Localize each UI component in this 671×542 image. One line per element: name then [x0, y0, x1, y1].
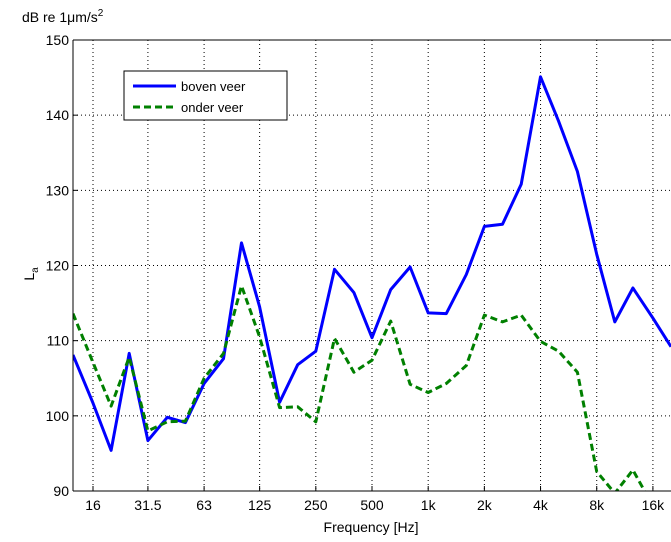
- legend: boven veer onder veer: [123, 70, 288, 121]
- series-line-boven-veer: [73, 75, 671, 452]
- y-tick-label: 110: [47, 333, 70, 349]
- x-tick-label: 250: [304, 497, 328, 513]
- y-tick-label: 130: [46, 182, 70, 198]
- x-tick-label: 125: [248, 497, 272, 513]
- x-tick-label: 16: [85, 497, 101, 513]
- x-tick-label: 8k: [589, 497, 605, 513]
- series-line-onder-veer: [73, 284, 647, 491]
- x-tick-label: 500: [360, 497, 384, 513]
- x-tick-label: 16k: [642, 497, 666, 513]
- y-axis-label: La: [21, 267, 41, 281]
- y-tick-label: 140: [46, 107, 70, 123]
- series-lines: [73, 75, 671, 491]
- tick-labels: 16 31.5 63 125 250 500 1k 2k 4k 8k 16k 90 100 110 120 1…: [46, 32, 666, 513]
- legend-box: [123, 70, 288, 121]
- x-tick-label: 2k: [477, 497, 493, 513]
- x-axis-label: Frequency [Hz]: [324, 519, 419, 535]
- y-tick-label: 90: [53, 483, 69, 499]
- unit-label: dB re 1μm/s2: [22, 8, 104, 25]
- x-tick-label: 1k: [421, 497, 437, 513]
- legend-label-onder-veer: onder veer: [181, 100, 244, 115]
- x-tick-label: 4k: [533, 497, 549, 513]
- y-tick-label: 100: [46, 408, 70, 424]
- y-tick-label: 150: [46, 32, 70, 48]
- x-tick-label: 63: [196, 497, 212, 513]
- x-tick-label: 31.5: [134, 497, 161, 513]
- axes: [72, 39, 671, 492]
- legend-label-boven-veer: boven veer: [181, 79, 246, 94]
- y-tick-label: 120: [46, 258, 70, 274]
